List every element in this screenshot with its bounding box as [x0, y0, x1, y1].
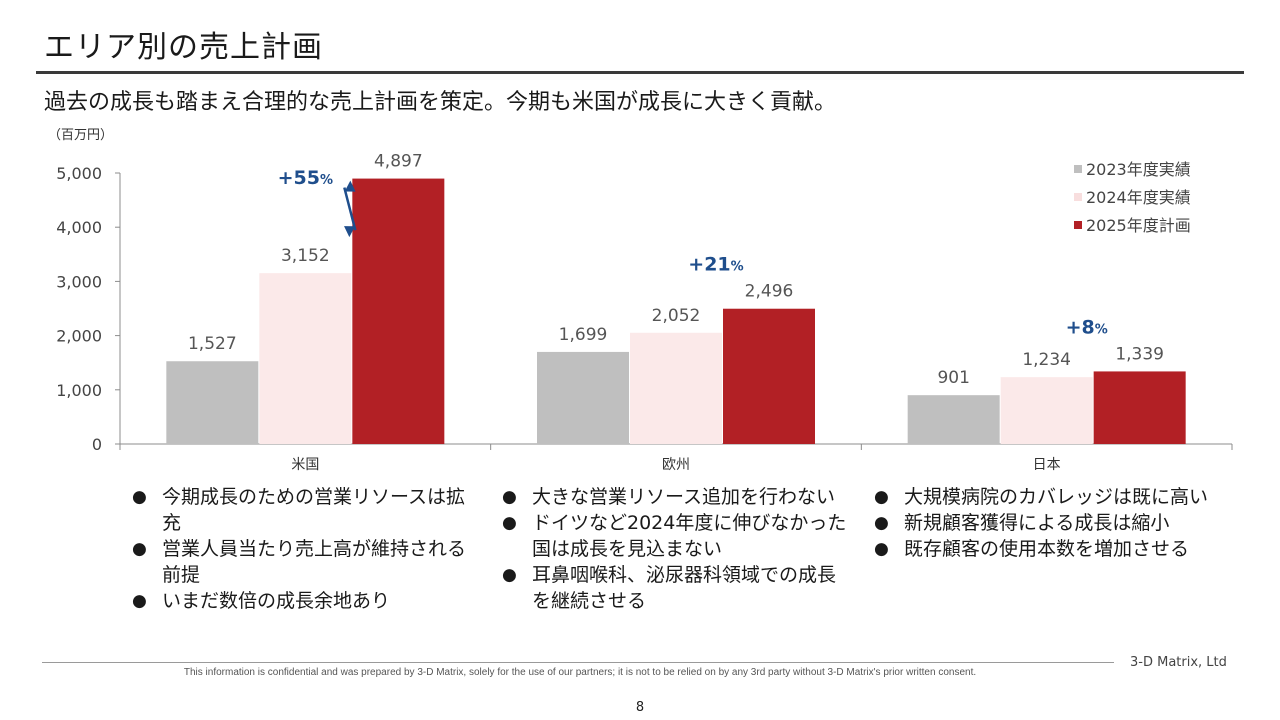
growth-label: +8%: [1066, 316, 1108, 338]
bar-data-label: 1,339: [1115, 344, 1164, 364]
eu-notes: 大きな営業リソース追加を行わない ドイツなど2024年度に伸びなかった国は成長を…: [502, 484, 852, 614]
bar-data-label: 3,152: [281, 246, 330, 266]
bar: [907, 395, 1000, 444]
growth-arrow-head: [344, 226, 356, 238]
bar: [166, 361, 259, 444]
legend-label: 2024年度実績: [1086, 188, 1191, 207]
footer-divider: [42, 662, 1114, 663]
bar: [1093, 371, 1186, 444]
page-number: 8: [635, 700, 645, 715]
y-tick-label: 2,000: [56, 327, 102, 346]
bar: [537, 351, 629, 444]
legend-swatch: [1074, 165, 1082, 173]
bar-data-label: 1,699: [559, 325, 608, 345]
growth-label: +21%: [688, 254, 743, 276]
y-tick-label: 0: [92, 435, 102, 454]
bar: [723, 308, 815, 444]
jp-note-2: 新規顧客獲得による成長は縮小: [874, 510, 1234, 536]
legend-label: 2023年度実績: [1086, 160, 1191, 179]
y-tick-label: 4,000: [56, 218, 102, 237]
bar: [259, 273, 352, 444]
us-note-3: いまだ数倍の成長余地あり: [132, 588, 482, 614]
bar-data-label: 1,527: [188, 334, 237, 354]
jp-note-1: 大規模病院のカバレッジは既に高い: [874, 484, 1234, 510]
bar: [630, 332, 722, 444]
y-tick-label: 1,000: [56, 381, 102, 400]
bar-data-label: 901: [937, 368, 969, 388]
us-note-2: 営業人員当たり売上高が維持される前提: [132, 536, 482, 588]
growth-arrow-head: [344, 180, 356, 192]
page-subtitle: 過去の成長も踏まえ合理的な売上計画を策定。今期も米国が成長に大きく貢献。: [44, 90, 837, 115]
confidentiality-note: This information is confidential and was…: [183, 667, 977, 678]
bar: [352, 178, 445, 445]
page-title: エリア別の売上計画: [44, 30, 323, 65]
y-tick-label: 3,000: [56, 272, 102, 291]
x-category-label: 日本: [1033, 457, 1061, 473]
x-category-label: 欧州: [662, 457, 690, 473]
eu-note-2: ドイツなど2024年度に伸びなかった国は成長を見込まない: [502, 510, 852, 562]
growth-label: +55%: [278, 167, 333, 189]
jp-notes: 大規模病院のカバレッジは既に高い 新規顧客獲得による成長は縮小 既存顧客の使用本…: [874, 484, 1234, 562]
x-category-label: 米国: [291, 457, 319, 473]
legend-label: 2025年度計画: [1086, 216, 1191, 235]
us-note-1: 今期成長のための営業リソースは拡充: [132, 484, 482, 536]
legend-swatch: [1074, 221, 1082, 229]
us-notes: 今期成長のための営業リソースは拡充 営業人員当たり売上高が維持される前提 いまだ…: [132, 484, 482, 614]
bar: [1000, 377, 1093, 444]
footer-company: 3-D Matrix, Ltd: [1130, 655, 1227, 670]
chart-unit-label: （百万円）: [48, 128, 114, 143]
bar-data-label: 1,234: [1022, 350, 1071, 370]
eu-note-1: 大きな営業リソース追加を行わない: [502, 484, 852, 510]
y-tick-label: 5,000: [56, 164, 102, 183]
growth-arrow-line: [343, 187, 357, 231]
bar-data-label: 4,897: [374, 152, 423, 172]
bar-data-label: 2,496: [745, 282, 794, 302]
eu-note-3: 耳鼻咽喉科、泌尿器科領域での成長を継続させる: [502, 562, 852, 614]
legend-swatch: [1074, 193, 1082, 201]
title-divider: [36, 71, 1244, 74]
bar-data-label: 2,052: [652, 306, 701, 326]
jp-note-3: 既存顧客の使用本数を増加させる: [874, 536, 1234, 562]
